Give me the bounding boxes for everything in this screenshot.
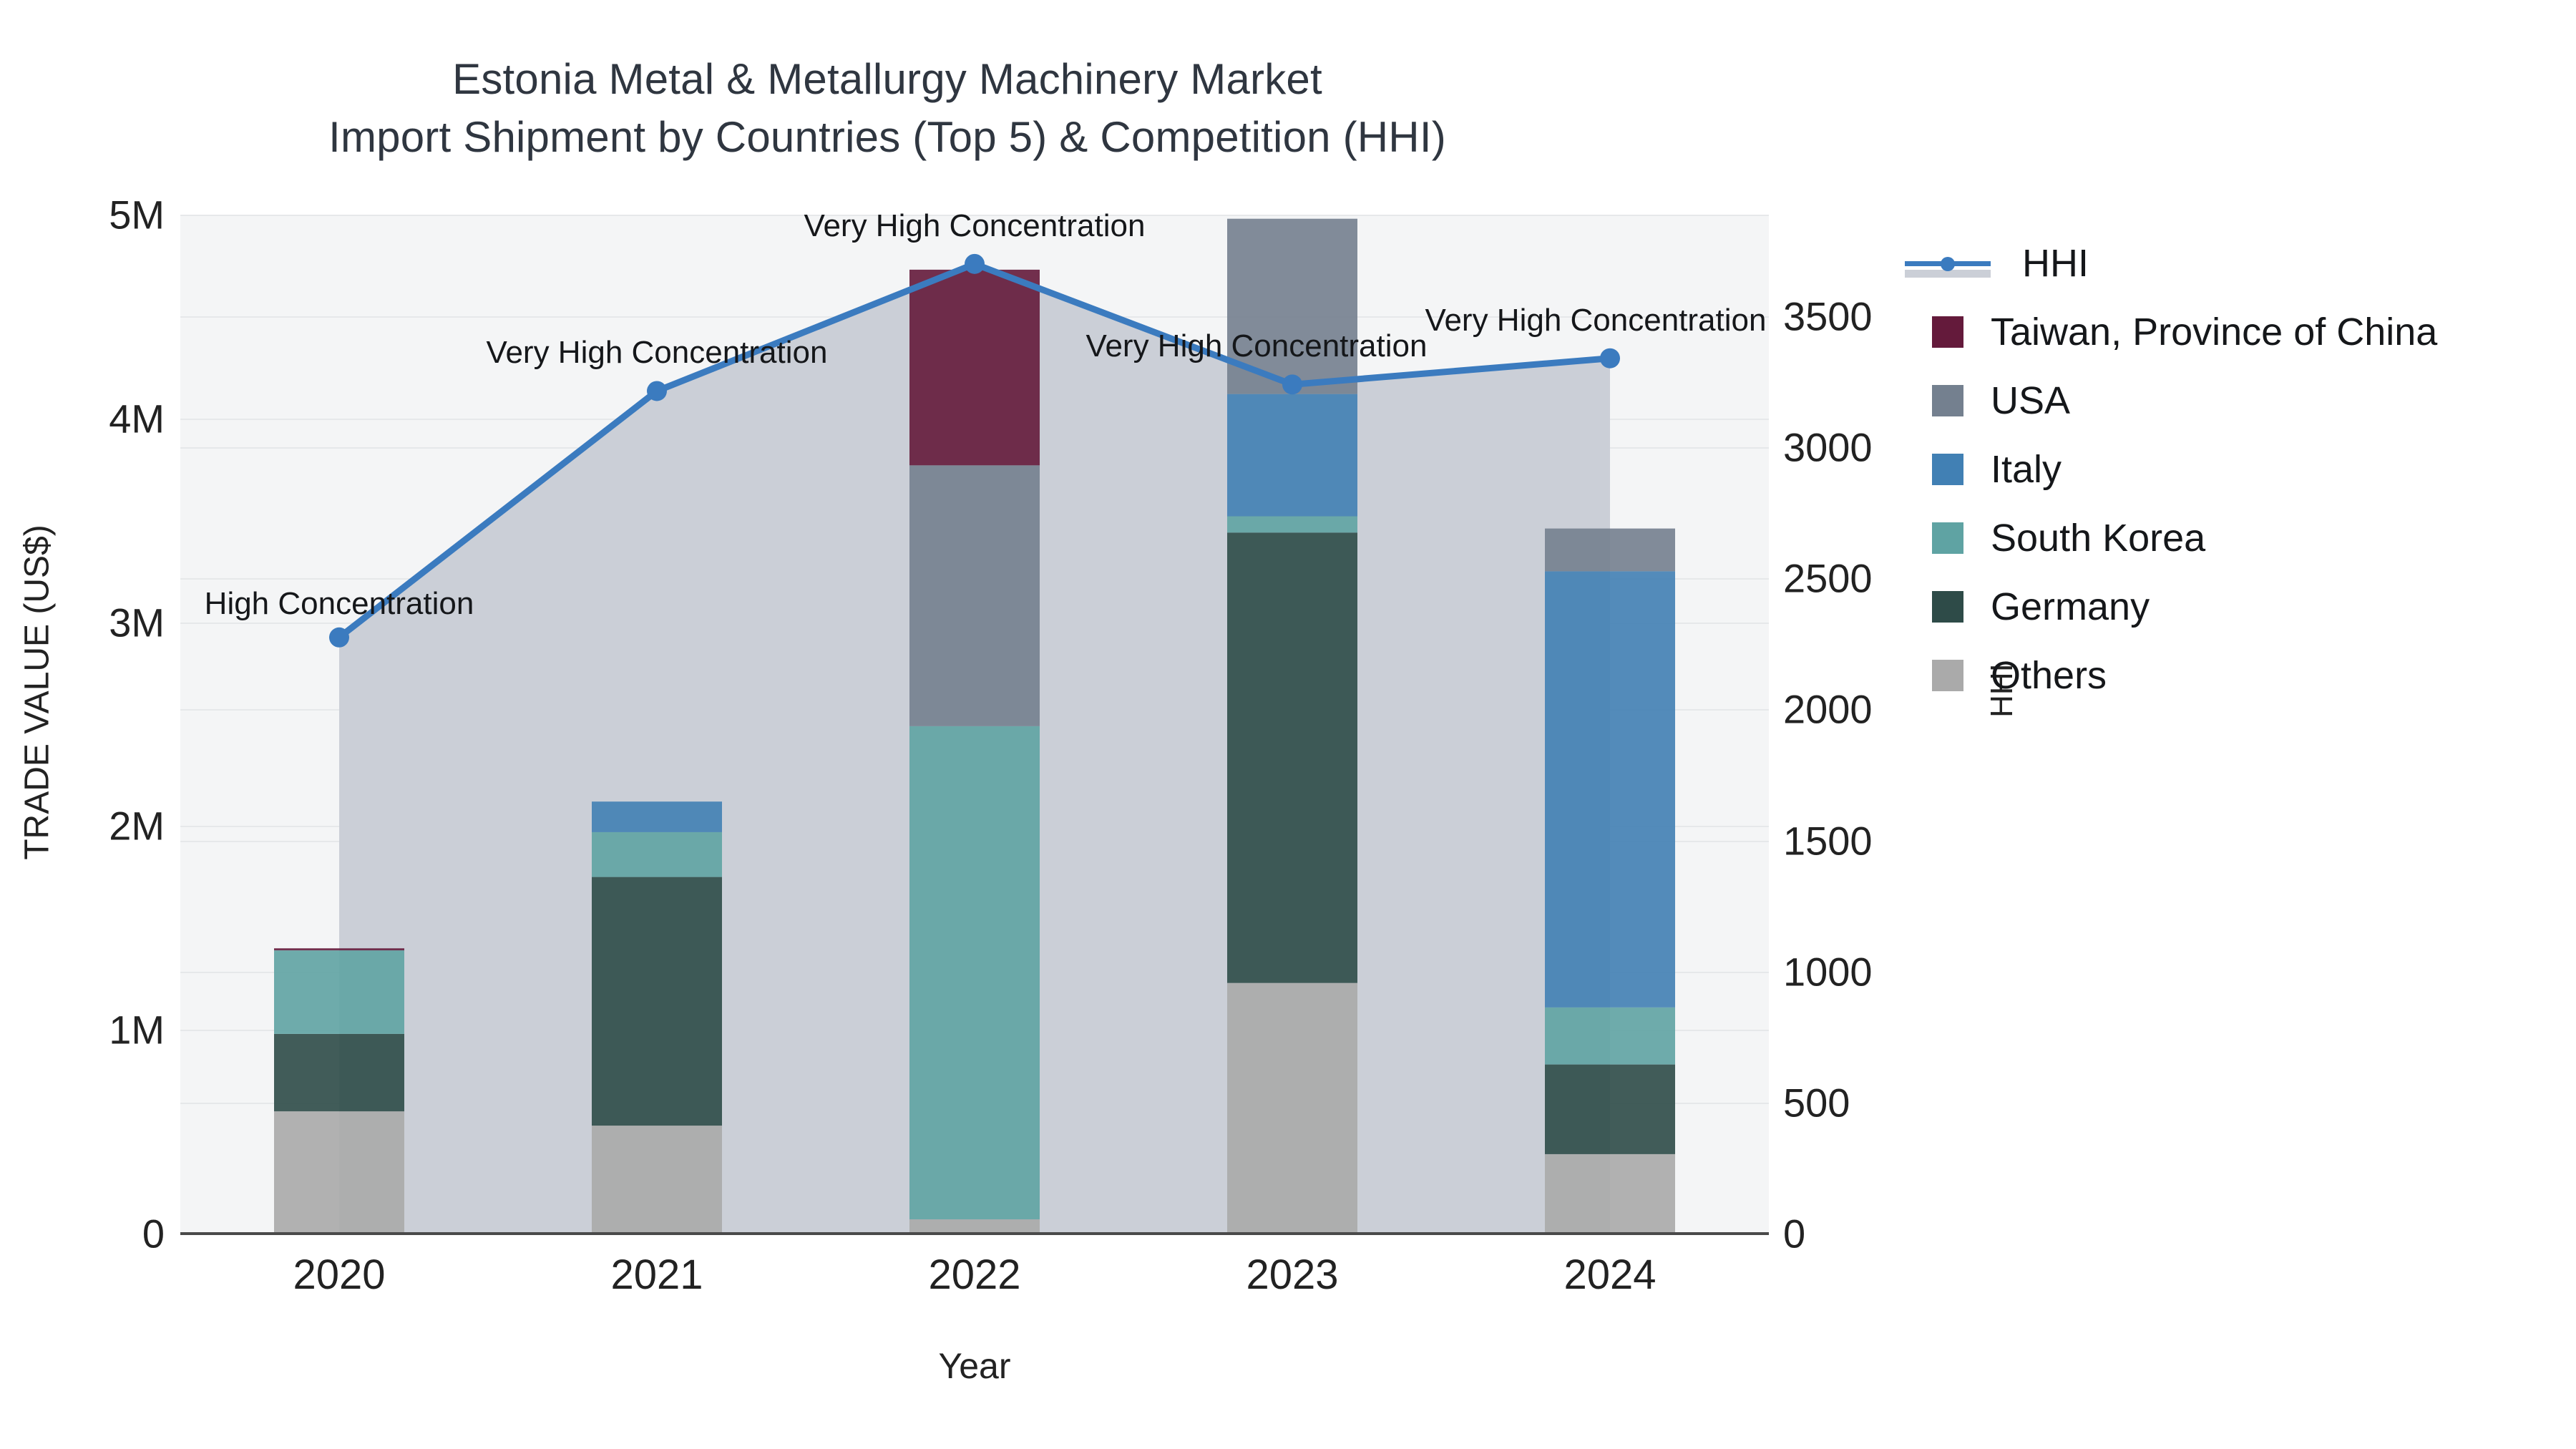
x-axis-tick: 2023	[1246, 1252, 1339, 1298]
legend-item[interactable]: HHI	[1905, 229, 2562, 298]
y-axis-left-tick: 3M	[109, 600, 165, 645]
legend-item-label: South Korea	[1991, 517, 2206, 560]
plot-area	[180, 215, 1769, 1235]
legend-item[interactable]: Germany	[1932, 572, 2562, 641]
chart-title-line2: Import Shipment by Countries (Top 5) & C…	[328, 113, 1446, 161]
y-axis-right-tick: 3500	[1783, 293, 1873, 339]
y-axis-right-tick: 2500	[1783, 555, 1873, 601]
gridline	[180, 1030, 1769, 1032]
gridline	[180, 1102, 1769, 1104]
hhi-annotation: Very High Concentration	[1085, 328, 1428, 364]
x-axis-tick: 2024	[1563, 1252, 1657, 1298]
legend-color-swatch	[1932, 454, 1963, 485]
y-axis-left-tick: 0	[142, 1211, 165, 1257]
hhi-annotation: High Concentration	[204, 585, 474, 621]
legend-color-swatch	[1932, 522, 1963, 554]
chart-title-line1: Estonia Metal & Metallurgy Machinery Mar…	[452, 55, 1322, 103]
hhi-annotation: Very High Concentration	[804, 208, 1146, 243]
gridline	[180, 840, 1769, 842]
legend-item[interactable]: Taiwan, Province of China	[1932, 298, 2562, 366]
legend-color-swatch	[1932, 385, 1963, 416]
gridline	[180, 418, 1769, 420]
y-axis-left-label: TRADE VALUE (US$)	[18, 525, 57, 860]
y-axis-right-tick: 500	[1783, 1080, 1850, 1126]
legend-item-label: HHI	[2022, 242, 2089, 285]
y-axis-right-tick: 0	[1783, 1211, 1806, 1257]
legend-color-swatch	[1932, 660, 1963, 691]
y-axis-left-ticks: 0 1M 2M 3M 4M 5M	[0, 0, 166, 1449]
legend-item[interactable]: South Korea	[1932, 504, 2562, 572]
legend-item-label: Italy	[1991, 448, 2062, 491]
legend-item-label: Germany	[1991, 585, 2150, 628]
legend-item-label: Others	[1991, 654, 2107, 697]
chart-legend: HHI Taiwan, Province of China USA Italy Sout…	[1905, 229, 2562, 710]
y-axis-right-tick: 1500	[1783, 818, 1873, 864]
chart-title: Estonia Metal & Metallurgy Machinery Mar…	[0, 50, 1775, 166]
gridline	[180, 447, 1769, 449]
y-axis-right-tick: 2000	[1783, 686, 1873, 732]
hhi-annotation: Very High Concentration	[1425, 302, 1767, 338]
gridline	[180, 622, 1769, 624]
x-axis-tick: 2020	[293, 1252, 386, 1298]
legend-color-swatch	[1932, 316, 1963, 348]
legend-item[interactable]: Italy	[1932, 435, 2562, 504]
y-axis-left-tick: 1M	[109, 1007, 165, 1053]
y-axis-left-tick: 2M	[109, 803, 165, 849]
y-axis-right-ticks: 0 500 1000 1500 2000 2500 3000 3500	[1783, 0, 1998, 1449]
y-axis-right-tick: 3000	[1783, 424, 1873, 470]
x-axis-line	[180, 1232, 1769, 1235]
x-axis-label: Year	[938, 1346, 1011, 1386]
legend-item[interactable]: Others	[1932, 641, 2562, 710]
legend-item-label: Taiwan, Province of China	[1991, 311, 2438, 353]
x-axis-tick: 2021	[610, 1252, 703, 1298]
y-axis-right-tick: 1000	[1783, 949, 1873, 995]
gridline	[180, 709, 1769, 711]
gridline	[180, 578, 1769, 580]
y-axis-left-tick: 5M	[109, 192, 165, 238]
hhi-annotation: Very High Concentration	[486, 335, 828, 371]
gridline	[180, 826, 1769, 828]
legend-color-swatch	[1932, 591, 1963, 623]
gridline	[180, 215, 1769, 216]
x-axis-tick: 2022	[928, 1252, 1021, 1298]
legend-item[interactable]: USA	[1932, 366, 2562, 435]
gridline	[180, 971, 1769, 973]
legend-item-label: USA	[1991, 379, 2071, 422]
y-axis-left-tick: 4M	[109, 396, 165, 441]
legend-line-marker	[1905, 248, 1991, 279]
